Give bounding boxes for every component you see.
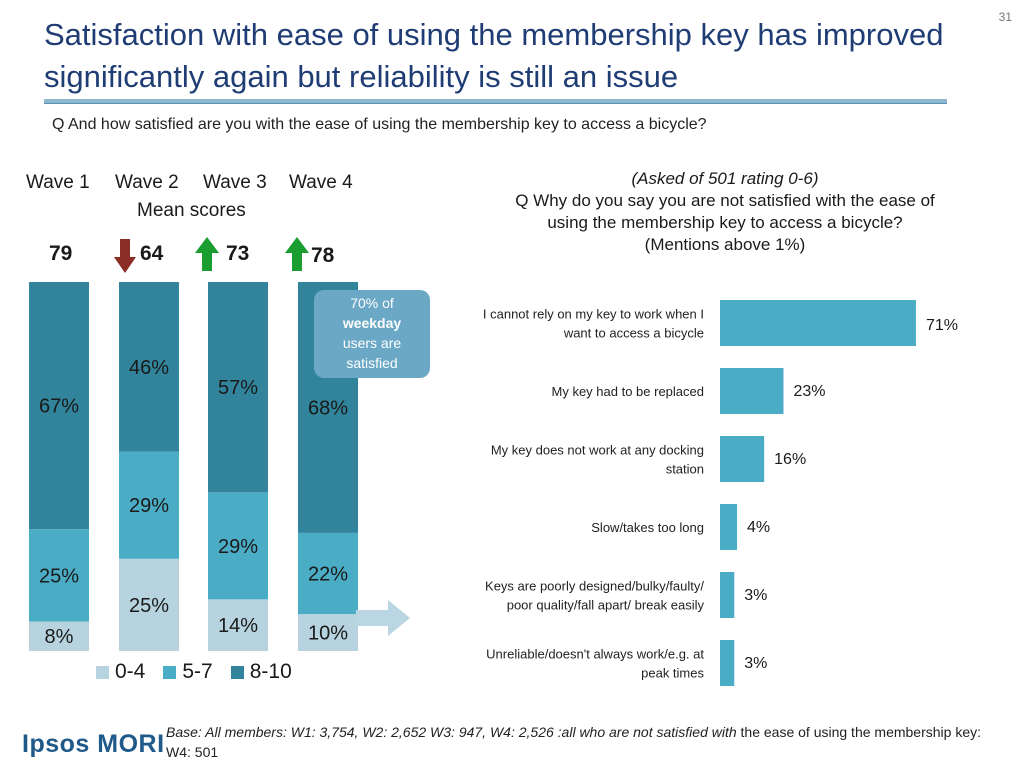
callout-line: users are [342, 335, 402, 351]
data-label: 3% [744, 655, 767, 672]
category-label: want to access a bicycle [563, 326, 704, 341]
data-label: 23% [793, 383, 825, 400]
wave-label: Wave 2 [115, 172, 179, 193]
bar-segment [208, 492, 268, 600]
data-label: 67% [39, 396, 79, 418]
bar [720, 300, 916, 346]
data-label: 25% [129, 595, 169, 617]
category-label: poor quality/fall apart/ break easily [507, 598, 705, 613]
base-note-normal: the ease of using the membership key: W4… [166, 724, 981, 760]
stacked-bar-plot: 8% 25% 67% 25% 29% 46% 14% 29% 57% 10% 22% 68% [29, 282, 358, 651]
data-label: 4% [747, 519, 770, 536]
data-label: 68% [308, 397, 348, 419]
header-line: using the membership key to access a bic… [547, 213, 903, 232]
bar [720, 504, 738, 550]
category-label: My key had to be replaced [552, 384, 704, 399]
callout-line-emphasis: weekday [342, 315, 402, 331]
mean-scores-caption: Mean scores [137, 200, 246, 221]
data-label: 3% [744, 587, 767, 604]
ipsos-mori-logo: Ipsos MORI [22, 730, 165, 758]
bar [720, 436, 765, 482]
category-label: I cannot rely on my key to work when I [483, 307, 704, 322]
reasons-header: (Asked of 501 rating 0-6) Q Why do you s… [480, 168, 970, 256]
bar [720, 368, 784, 414]
bar-segment [119, 282, 179, 452]
legend-item: 8-10 [230, 660, 292, 684]
mean-score: 79 [49, 242, 73, 265]
callout-line: satisfied [346, 355, 398, 371]
base-note-italic: Base: All members: W1: 3,754, W2: 2,652 … [166, 724, 737, 740]
wave-label: Wave 3 [203, 172, 267, 193]
mean-score: 73 [226, 242, 250, 265]
data-label: 16% [774, 451, 806, 468]
category-label: Slow/takes too long [591, 520, 704, 535]
title-underline [44, 99, 947, 104]
bar-segment [29, 529, 89, 622]
legend-swatch [96, 665, 109, 679]
mean-score: 64 [140, 242, 164, 265]
category-label: My key does not work at any docking [491, 443, 704, 458]
question-text: Q And how satisfied are you with the eas… [52, 116, 707, 133]
bar-segment [119, 451, 179, 559]
legend-label: 8-10 [249, 660, 292, 683]
up-arrow-icon [285, 237, 309, 271]
bar-segment [29, 282, 89, 530]
bar-segment [29, 621, 89, 651]
data-label: 29% [218, 536, 258, 558]
callout-line: 70% of [350, 295, 394, 311]
slide-title: Satisfaction with ease of using the memb… [44, 17, 944, 94]
bar [720, 640, 735, 686]
wave-label: Wave 4 [289, 172, 353, 193]
header-line: Q Why do you say you are not satisfied w… [515, 191, 935, 210]
mean-score: 78 [311, 244, 335, 267]
header-line: (Mentions above 1%) [644, 235, 806, 254]
data-label: 8% [45, 626, 74, 648]
data-label: 14% [218, 615, 258, 637]
data-label: 10% [308, 623, 348, 645]
legend-label: 5-7 [182, 660, 213, 683]
data-label: 71% [926, 317, 958, 334]
callout-box: 70% of weekday users are satisfied [314, 290, 430, 378]
down-arrow-icon [114, 239, 136, 273]
legend-label: 0-4 [115, 660, 146, 683]
bar-segment [298, 614, 358, 651]
bar-segment [298, 532, 358, 615]
category-label: peak times [641, 666, 704, 681]
bar-segment [208, 599, 268, 651]
legend-swatch [230, 665, 244, 679]
data-label: 57% [218, 377, 258, 399]
bar-segment [208, 282, 268, 493]
satisfaction-chart: Wave 1 Wave 2 Wave 3 Wave 4 Mean scores … [0, 160, 460, 700]
data-label: 46% [129, 357, 169, 379]
legend-swatch [163, 665, 177, 679]
page-number: 31 [998, 10, 1012, 24]
legend: 0-4 5-7 8-10 [96, 660, 292, 684]
right-arrow-icon [356, 600, 410, 636]
data-label: 25% [39, 565, 79, 587]
wave-label: Wave 1 [26, 172, 90, 193]
legend-item: 0-4 [96, 660, 145, 684]
header-line: (Asked of 501 rating 0-6) [631, 169, 819, 188]
bar-segment [119, 558, 179, 651]
category-label: station [666, 462, 704, 477]
category-label: Unreliable/doesn't always work/e.g. at [486, 647, 704, 662]
up-arrow-icon [195, 237, 219, 271]
data-label: 29% [129, 495, 169, 517]
base-note: Base: All members: W1: 3,754, W2: 2,652 … [166, 722, 996, 762]
horizontal-bar-plot: 71% I cannot rely on my key to work when … [483, 300, 958, 686]
category-label: Keys are poorly designed/bulky/faulty/ [485, 579, 704, 594]
reasons-chart: (Asked of 501 rating 0-6) Q Why do you s… [440, 160, 1020, 700]
data-label: 22% [308, 564, 348, 586]
legend-item: 5-7 [163, 660, 213, 684]
bar [720, 572, 735, 618]
